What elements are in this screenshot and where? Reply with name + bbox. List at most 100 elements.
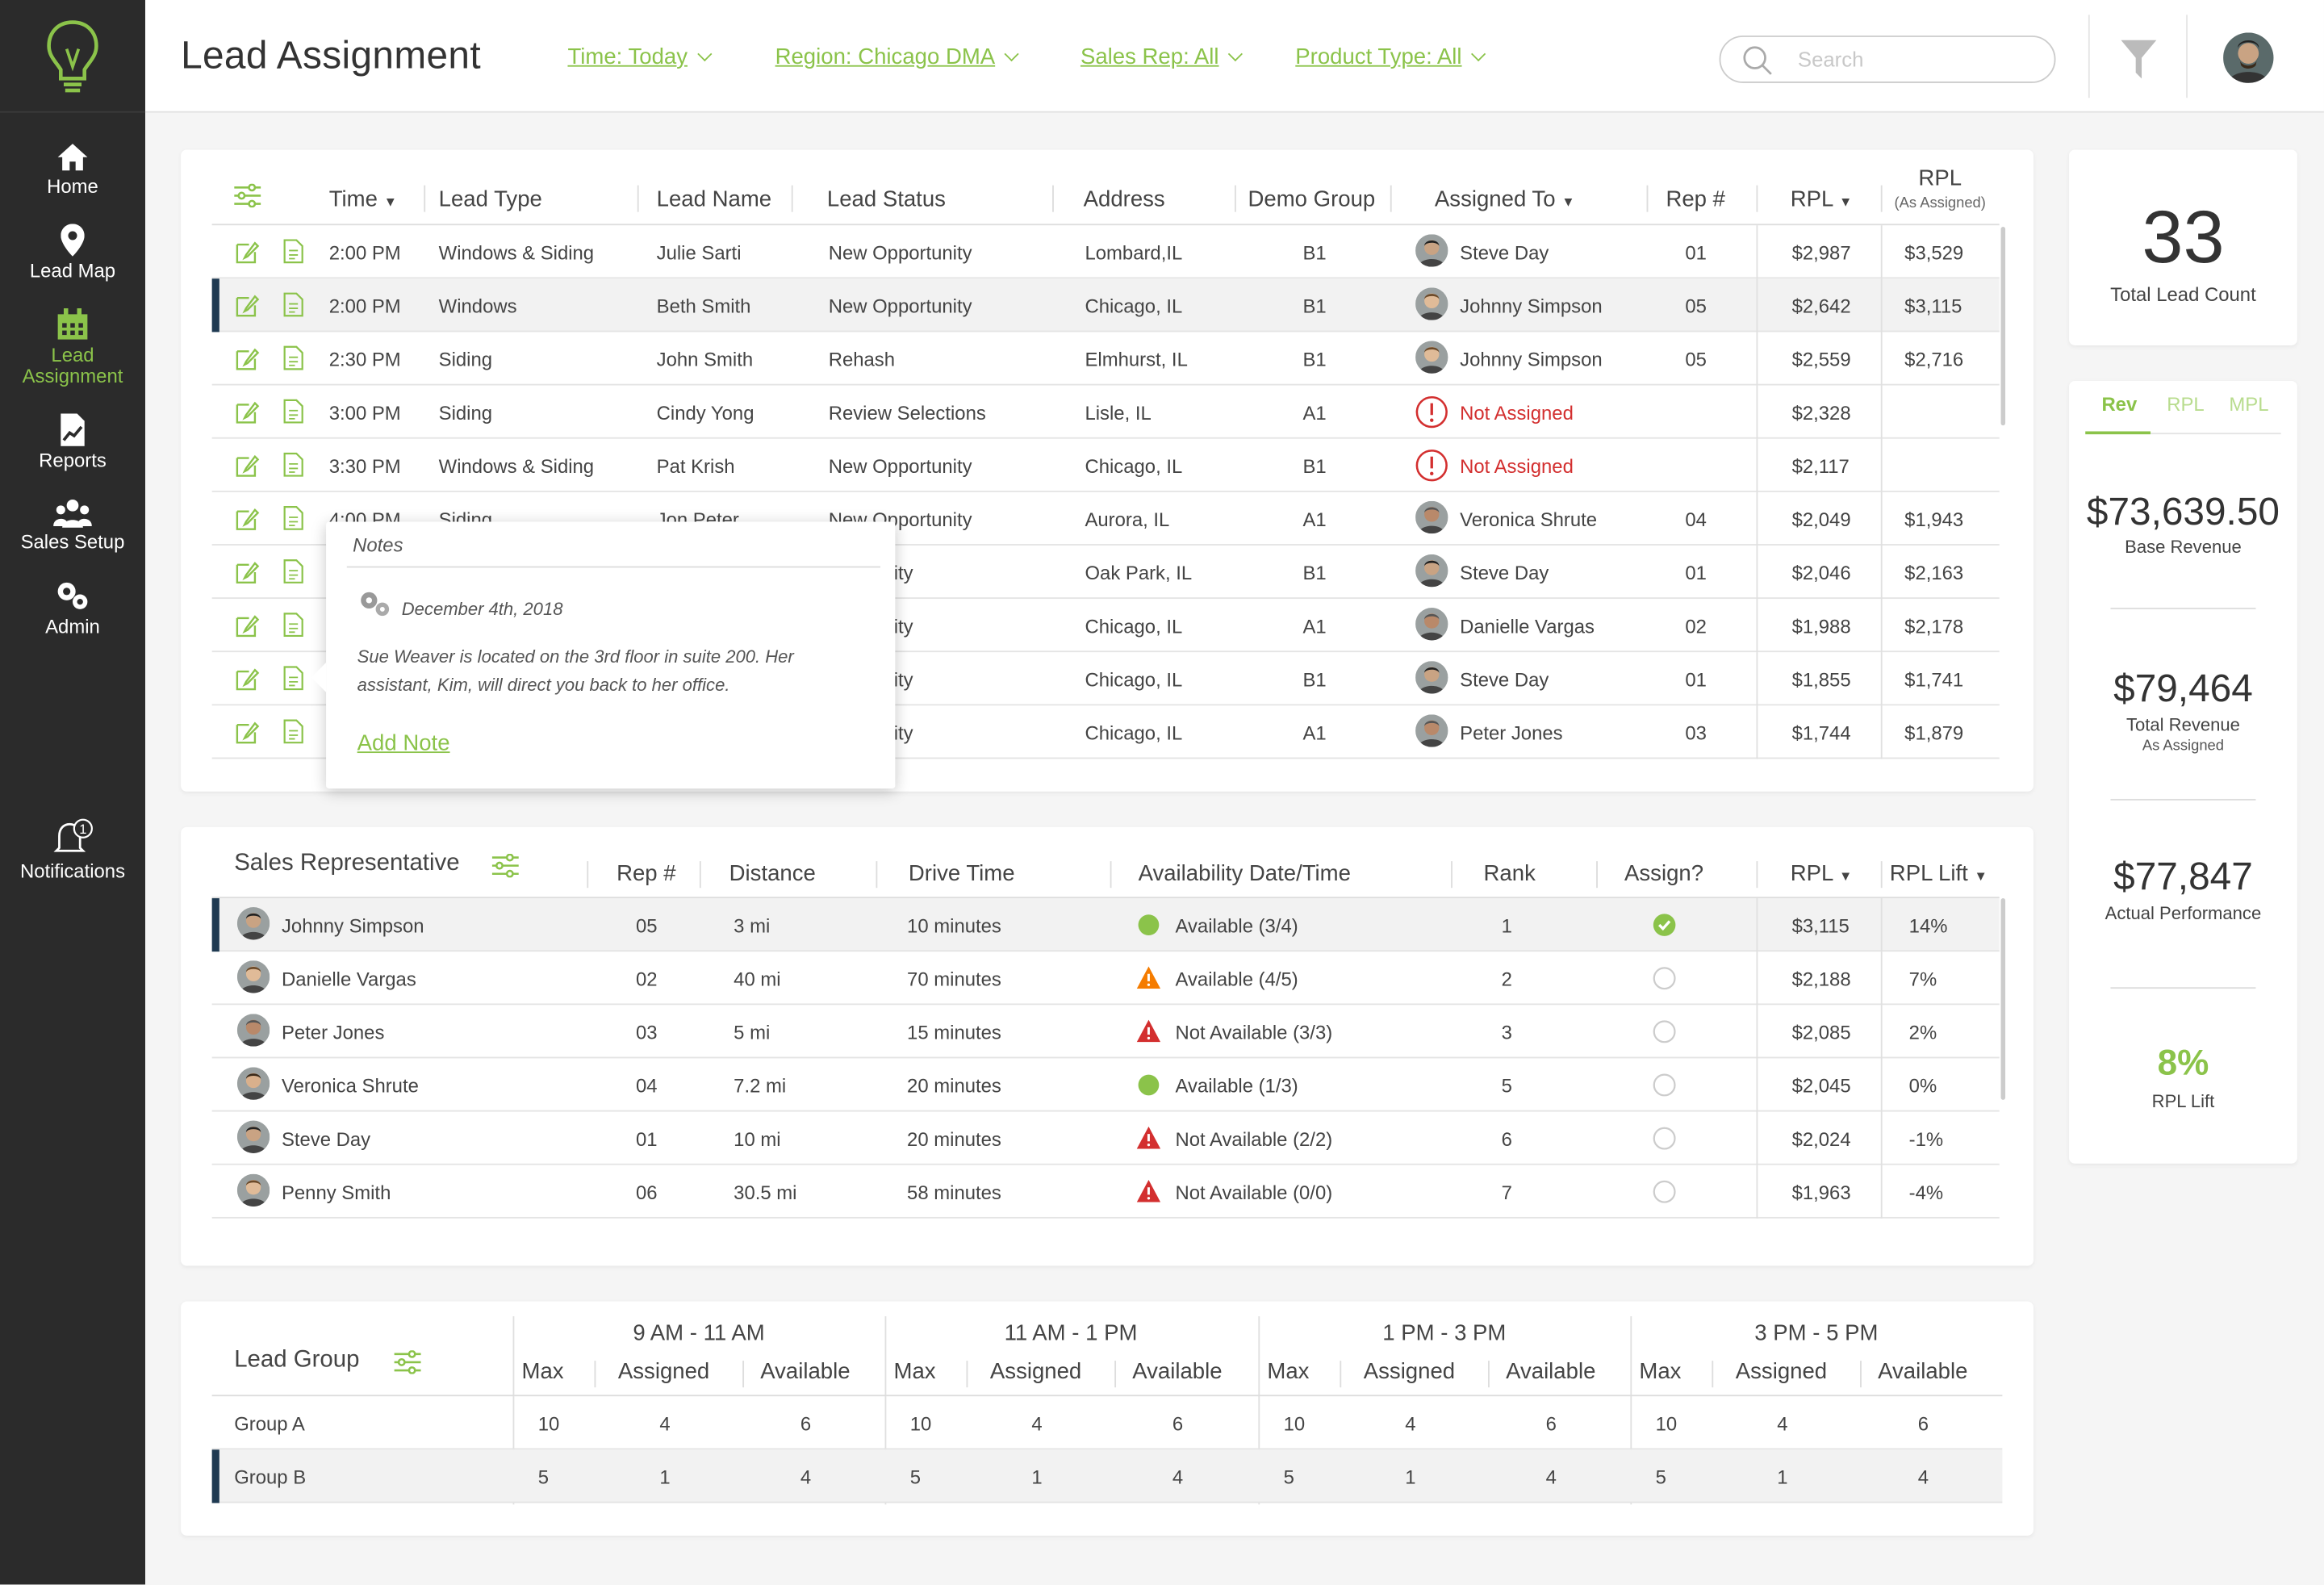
- col-header-availability[interactable]: Availability Date/Time: [1138, 861, 1351, 887]
- assigned-to[interactable]: Danielle Vargas: [1460, 615, 1595, 638]
- table-row[interactable]: Penny Smith 06 30.5 mi 58 minutes Not Availa…: [211, 1165, 2000, 1219]
- settings-sliders-icon[interactable]: [234, 183, 261, 208]
- col-header-distance[interactable]: Distance: [729, 861, 816, 887]
- assign-radio-checked[interactable]: [1653, 913, 1676, 941]
- assigned-to[interactable]: Johnny Simpson: [1460, 295, 1603, 318]
- settings-sliders-icon[interactable]: [394, 1350, 421, 1374]
- column-rule: [1880, 385, 1883, 439]
- leads-scrollbar[interactable]: [2000, 227, 2006, 426]
- edit-icon[interactable]: [234, 666, 261, 697]
- rep-number: 03: [635, 1021, 658, 1044]
- assigned-to[interactable]: Not Assigned: [1460, 454, 1574, 478]
- filter-time[interactable]: Time: Today: [567, 44, 713, 69]
- col-header-rpl[interactable]: RPL ▼: [1790, 186, 1853, 212]
- sidebar-item-reports[interactable]: Reports: [0, 413, 145, 471]
- sidebar-item-notifications[interactable]: 1 Notifications: [0, 818, 145, 882]
- col-header-lead-name[interactable]: Lead Name: [656, 186, 772, 212]
- assigned-to[interactable]: Steve Day: [1460, 562, 1549, 584]
- col-header-assign[interactable]: Assign?: [1624, 861, 1704, 887]
- edit-icon[interactable]: [234, 505, 261, 537]
- assigned-to[interactable]: Johnny Simpson: [1460, 348, 1603, 371]
- col-header-lead-type[interactable]: Lead Type: [438, 186, 542, 212]
- sales-rep-title: Sales Representative: [234, 851, 460, 876]
- tab-rpl[interactable]: RPL: [2167, 392, 2205, 416]
- notes-doc-icon[interactable]: [283, 719, 304, 749]
- table-row[interactable]: Peter Jones 03 5 mi 15 minutes Not Available…: [211, 1005, 2000, 1059]
- rep-scrollbar[interactable]: [2000, 898, 2006, 1100]
- edit-icon[interactable]: [234, 719, 261, 751]
- add-note-link[interactable]: Add Note: [357, 730, 450, 756]
- col-header-rpl-as-assigned[interactable]: RPL (As Assigned): [1894, 165, 1986, 212]
- assign-radio[interactable]: [1653, 967, 1676, 995]
- notes-doc-icon[interactable]: [283, 613, 304, 642]
- sidebar-item-home[interactable]: Home: [0, 142, 145, 197]
- avatar: [236, 1014, 270, 1047]
- table-row[interactable]: 2:30 PM Siding John Smith Rehash Elmhurst, I…: [211, 332, 2000, 386]
- col-header-rpl[interactable]: RPL ▼: [1790, 861, 1853, 887]
- assign-radio[interactable]: [1653, 1127, 1676, 1155]
- notes-doc-icon[interactable]: [283, 292, 304, 322]
- edit-icon[interactable]: [234, 452, 261, 483]
- note-date: December 4th, 2018: [401, 599, 563, 620]
- col-header-assigned-to[interactable]: Assigned To ▼: [1434, 186, 1575, 212]
- notes-doc-icon[interactable]: [283, 505, 304, 535]
- tab-mpl[interactable]: MPL: [2229, 392, 2269, 416]
- notes-doc-icon[interactable]: [283, 399, 304, 429]
- filter-sales-rep[interactable]: Sales Rep: All: [1080, 44, 1244, 69]
- filter-region[interactable]: Region: Chicago DMA: [775, 44, 1020, 69]
- user-avatar[interactable]: [2223, 32, 2274, 83]
- table-row[interactable]: Group B 5 1 4 5 1 4 5 1 4 5 1 4: [211, 1449, 2003, 1503]
- assigned-to[interactable]: Peter Jones: [1460, 721, 1563, 745]
- edit-icon[interactable]: [234, 613, 261, 644]
- assign-radio[interactable]: [1653, 1020, 1676, 1048]
- edit-icon[interactable]: [234, 239, 261, 270]
- group-value: 1: [1405, 1466, 1416, 1489]
- col-header-drive-time[interactable]: Drive Time: [908, 861, 1015, 887]
- table-row[interactable]: Steve Day 01 10 mi 20 minutes Not Available …: [211, 1111, 2000, 1165]
- table-row[interactable]: 2:00 PM Windows & Siding Julie Sarti New Op…: [211, 225, 2000, 279]
- table-row[interactable]: Johnny Simpson 05 3 mi 10 minutes Available …: [211, 898, 2000, 952]
- edit-icon[interactable]: [234, 399, 261, 430]
- notes-doc-icon[interactable]: [283, 452, 304, 482]
- notes-doc-icon[interactable]: [283, 345, 304, 375]
- col-header-rep-number[interactable]: Rep #: [617, 861, 676, 887]
- table-row[interactable]: 2:00 PM Windows Beth Smith New Opportunity C…: [211, 278, 2000, 332]
- settings-sliders-icon[interactable]: [491, 853, 519, 878]
- notes-doc-icon[interactable]: [283, 666, 304, 696]
- sidebar-item-sales-setup[interactable]: Sales Setup: [0, 498, 145, 553]
- edit-icon[interactable]: [234, 345, 261, 377]
- sidebar-item-admin[interactable]: Admin: [0, 579, 145, 638]
- sidebar-item-lead-assignment[interactable]: Lead Assignment: [0, 308, 145, 387]
- funnel-filter-icon[interactable]: [2121, 40, 2157, 79]
- edit-icon[interactable]: [234, 558, 261, 590]
- table-row[interactable]: Veronica Shrute 04 7.2 mi 20 minutes Availab…: [211, 1058, 2000, 1112]
- assign-radio[interactable]: [1653, 1180, 1676, 1208]
- sidebar-item-lead-map[interactable]: Lead Map: [0, 224, 145, 282]
- tab-rev[interactable]: Rev: [2101, 392, 2138, 416]
- table-row[interactable]: Group A 10 4 6 10 4 6 10 4 6 10 4 6: [211, 1396, 2003, 1450]
- assigned-to[interactable]: Steve Day: [1460, 241, 1549, 264]
- notes-doc-icon[interactable]: [283, 239, 304, 269]
- col-header-rep-number[interactable]: Rep #: [1666, 186, 1725, 212]
- column-rule: [1756, 705, 1758, 759]
- col-header-demo-group[interactable]: Demo Group: [1248, 186, 1376, 212]
- assigned-to[interactable]: Not Assigned: [1460, 401, 1574, 424]
- assigned-to[interactable]: Steve Day: [1460, 668, 1549, 691]
- col-header-time[interactable]: Time ▼: [328, 186, 398, 212]
- stat-divider: [2110, 987, 2256, 989]
- logo[interactable]: [0, 0, 145, 113]
- col-header-address[interactable]: Address: [1083, 186, 1165, 212]
- table-row[interactable]: 3:00 PM Siding Cindy Yong Review Selections…: [211, 385, 2000, 439]
- table-row[interactable]: Danielle Vargas 02 40 mi 70 minutes Availabl…: [211, 951, 2000, 1006]
- col-header-rpl-lift[interactable]: RPL Lift ▼: [1889, 861, 1988, 887]
- table-row[interactable]: 3:30 PM Windows & Siding Pat Krish New Oppo…: [211, 438, 2000, 492]
- edit-icon[interactable]: [234, 292, 261, 324]
- col-header-rank[interactable]: Rank: [1483, 861, 1536, 887]
- col-header-lead-status[interactable]: Lead Status: [826, 186, 946, 212]
- assign-radio[interactable]: [1653, 1073, 1676, 1102]
- filter-product-type[interactable]: Product Type: All: [1295, 44, 1486, 69]
- assigned-to[interactable]: Veronica Shrute: [1460, 508, 1598, 531]
- lead-address: Chicago, IL: [1085, 295, 1183, 318]
- notes-doc-icon[interactable]: [283, 558, 304, 588]
- search-input[interactable]: [1797, 47, 2035, 72]
